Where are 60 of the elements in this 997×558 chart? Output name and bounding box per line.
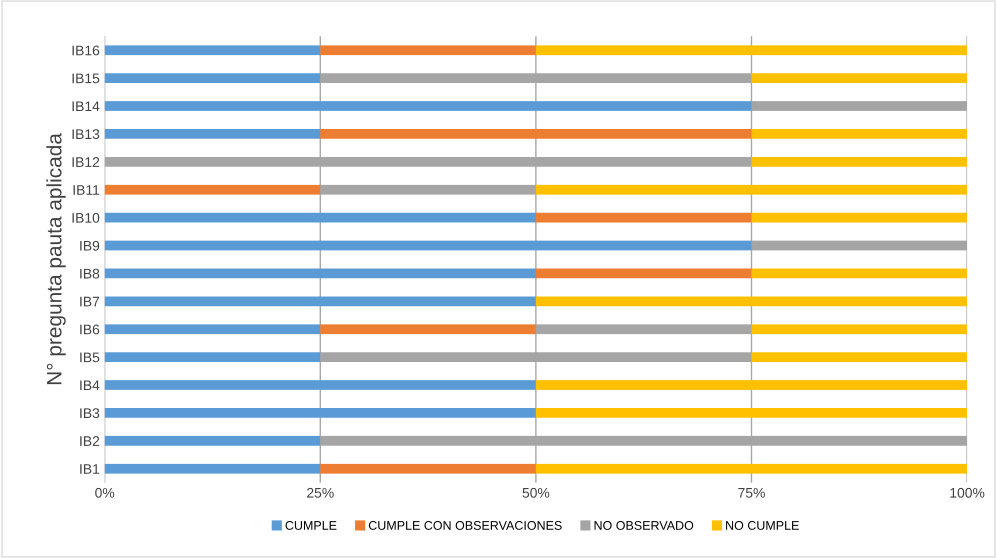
x-tick-label: 75% [738, 488, 765, 498]
legend-label: NO OBSERVADO [594, 521, 694, 530]
bar [104, 380, 536, 390]
y-tick-label: IB8 [80, 268, 100, 279]
bar [104, 436, 320, 446]
bar [320, 464, 536, 474]
x-tick-label: 25% [307, 488, 334, 498]
bar [751, 129, 968, 139]
y-tick-label: IB15 [72, 74, 100, 84]
y-tick-label: IB1 [80, 464, 100, 474]
bar [536, 296, 968, 306]
y-tick-label: IB13 [72, 129, 100, 140]
y-axis-title: N° pregunta pauta aplicada [46, 133, 66, 384]
y-tick-label: IB12 [72, 157, 100, 167]
x-tick-label: 100% [950, 488, 984, 498]
bar [536, 268, 752, 278]
bar [104, 296, 536, 306]
bar [536, 212, 752, 222]
bar [536, 45, 968, 56]
bar [104, 184, 320, 195]
bar [320, 324, 536, 334]
y-tick-label: IB11 [74, 185, 100, 195]
y-tick-label: IB9 [80, 240, 100, 251]
y-tick-label: IB6 [80, 324, 100, 334]
bar [536, 464, 968, 474]
bar [536, 408, 968, 418]
y-tick-label: IB5 [80, 352, 100, 362]
legend-label: CUMPLE [286, 521, 336, 530]
bar [104, 240, 752, 250]
bar [320, 129, 752, 139]
y-tick-label: IB4 [80, 380, 100, 390]
bar [104, 73, 320, 84]
bar [104, 212, 536, 222]
y-tick-label: IB16 [72, 46, 100, 56]
bar [104, 45, 320, 56]
y-tick-label: IB3 [80, 408, 100, 418]
bar [751, 73, 968, 84]
bar [751, 324, 968, 334]
bar [104, 464, 320, 474]
x-tick-label: 50% [522, 488, 550, 498]
bar [536, 184, 968, 195]
y-tick-label: IB7 [80, 296, 100, 306]
bar [751, 352, 968, 362]
bar [751, 156, 968, 167]
bar [104, 101, 752, 111]
y-tick-label: IB2 [80, 436, 100, 446]
bar [104, 268, 536, 278]
legend-label: CUMPLE CON OBSERVACIONES [368, 521, 562, 530]
y-tick-label: IB10 [72, 212, 100, 223]
bar [536, 380, 968, 390]
bar [320, 45, 536, 56]
x-tick-label: 0% [95, 488, 114, 498]
bar [751, 268, 968, 278]
bar [751, 212, 968, 222]
legend-label: NO CUMPLE [726, 521, 799, 530]
y-tick-label: IB14 [72, 101, 100, 112]
bar [104, 324, 320, 334]
bar [104, 129, 320, 139]
bar [104, 352, 320, 362]
bar [104, 408, 536, 418]
